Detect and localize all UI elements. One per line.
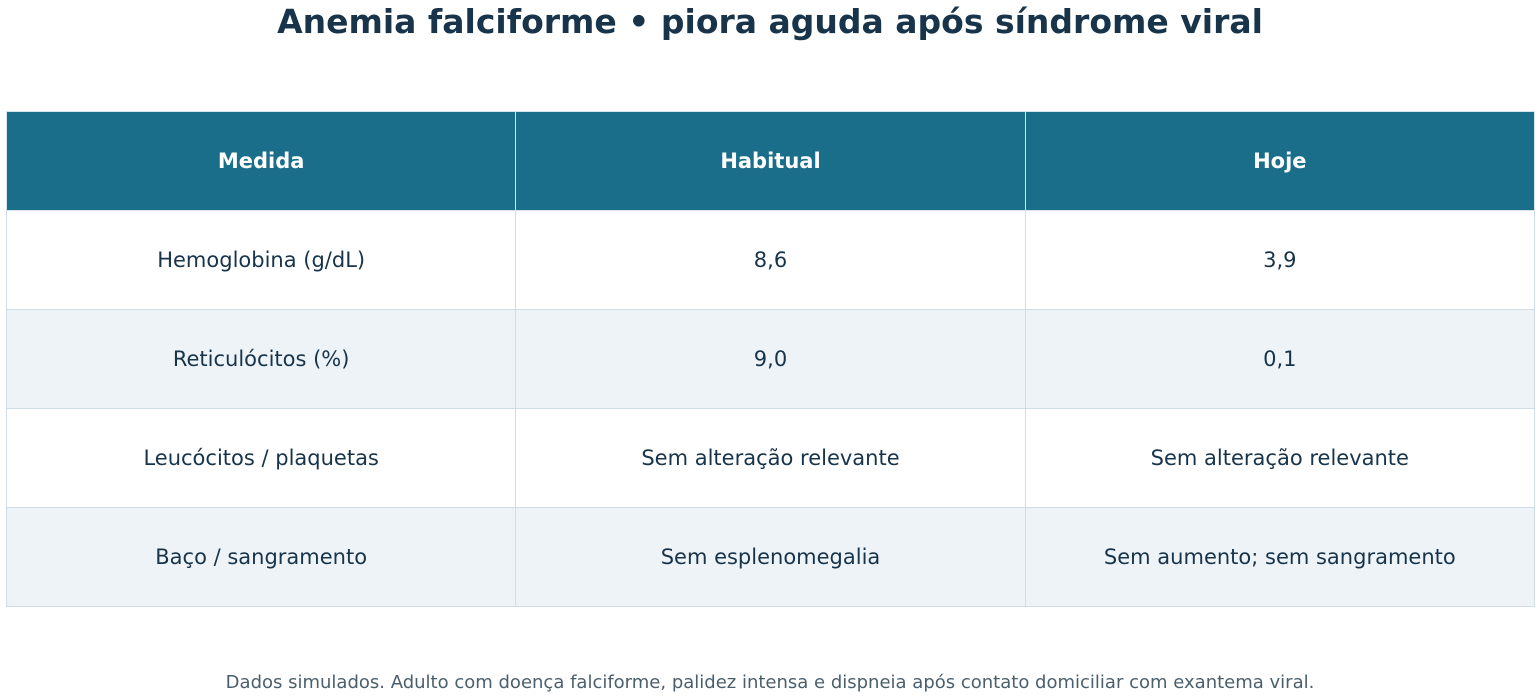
table-cell: Reticulócitos (%) — [5, 309, 517, 409]
data-table: Medida Habitual Hoje Hemoglobina (g/dL) 8,6… — [5, 111, 1536, 607]
table-row: Hemoglobina (g/dL) 8,6 3,9 — [5, 210, 1536, 310]
table-cell: Leucócitos / plaquetas — [5, 408, 517, 508]
table-cell: Sem alteração relevante — [515, 408, 1026, 508]
table-body: Hemoglobina (g/dL) 8,6 3,9 Reticulócitos (%… — [5, 210, 1536, 607]
table-row: Reticulócitos (%) 9,0 0,1 — [5, 309, 1536, 409]
table-row: Leucócitos / plaquetas Sem alteração rele… — [5, 408, 1536, 508]
table-row: Baço / sangramento Sem esplenomegalia Sem … — [5, 507, 1536, 607]
column-header: Habitual — [515, 111, 1026, 211]
table-cell: 0,1 — [1024, 309, 1536, 409]
footnote: Dados simulados. Adulto com doença falci… — [225, 672, 1315, 693]
table-cell: Hemoglobina (g/dL) — [5, 210, 517, 310]
table-cell: Sem esplenomegalia — [515, 507, 1026, 607]
table-cell: 3,9 — [1024, 210, 1536, 310]
table-cell: Sem alteração relevante — [1024, 408, 1536, 508]
column-header: Medida — [5, 111, 517, 211]
column-header: Hoje — [1024, 111, 1536, 211]
table-cell: Baço / sangramento — [5, 507, 517, 607]
table-cell: 9,0 — [515, 309, 1026, 409]
table-cell: Sem aumento; sem sangramento — [1024, 507, 1536, 607]
title: Anemia falciforme • piora aguda após sín… — [277, 2, 1263, 41]
header-row: Medida Habitual Hoje — [5, 111, 1536, 211]
table-cell: 8,6 — [515, 210, 1026, 310]
